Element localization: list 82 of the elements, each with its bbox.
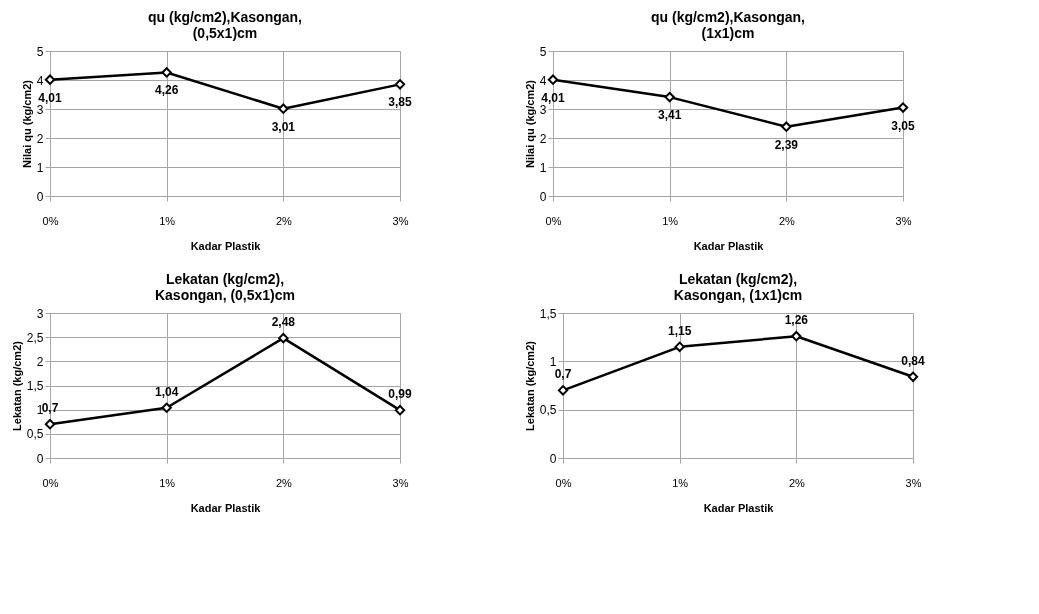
x-tick-label: 0% [42, 476, 59, 489]
x-tick-label: 3% [392, 476, 409, 489]
data-label: 1,15 [667, 323, 692, 338]
x-tick-label: 0% [42, 214, 59, 227]
data-label: 1,26 [784, 313, 809, 328]
x-axis-title: Kadar Plastik [190, 501, 262, 514]
x-tick-label: 2% [275, 214, 292, 227]
data-label: 4,01 [541, 90, 565, 105]
y-tick-label: 2,5 [26, 330, 44, 345]
point [161, 67, 172, 78]
data-label: 2,48 [271, 315, 296, 330]
data-label: 1,04 [154, 384, 179, 399]
data-label: 0,99 [388, 387, 412, 402]
x-tick-label: 2% [788, 476, 805, 489]
x-tick-label: 2% [275, 476, 292, 489]
y-tick-label: 1,5 [26, 379, 44, 393]
y-tick-label: 0 [549, 451, 557, 466]
chart-title: qu (kg/cm2),Kasongan, (0,5x1)cm [147, 9, 303, 41]
point [897, 102, 909, 113]
point [907, 371, 919, 382]
point [781, 121, 792, 132]
point [674, 341, 685, 353]
x-tick-label: 3% [895, 214, 912, 227]
data-label: 4,01 [38, 90, 62, 105]
y-tick-label: 3 [36, 306, 44, 321]
point [664, 91, 675, 103]
x-tick-label: 2% [778, 214, 795, 227]
data-label: 3,41 [657, 108, 682, 123]
chart-title: Lekatan (kg/cm2), Kasongan, (1x1)cm [673, 271, 803, 303]
chart-title: Lekatan (kg/cm2), Kasongan, (0,5x1)cm [154, 271, 296, 303]
data-label: 0,7 [41, 401, 59, 416]
y-tick-label: 1 [539, 160, 547, 175]
point [791, 331, 802, 342]
point [278, 332, 289, 344]
y-tick-label: 0 [36, 189, 44, 204]
point [394, 404, 406, 416]
x-tick-label: 1% [662, 214, 679, 227]
point [278, 103, 289, 114]
y-tick-label: 3 [36, 102, 44, 117]
y-axis-title: Lekatan (kg/cm2) [523, 340, 536, 431]
point [161, 402, 172, 413]
y-tick-label: 0 [36, 451, 44, 466]
y-tick-label: 5 [539, 44, 547, 59]
y-tick-label: 0 [539, 189, 547, 204]
y-tick-label: 1,5 [539, 306, 557, 321]
x-axis-title: Kadar Plastik [693, 239, 765, 252]
point [44, 418, 56, 430]
x-tick-label: 1% [159, 476, 176, 489]
y-tick-label: 2 [36, 131, 44, 146]
y-tick-label: 0,5 [539, 403, 557, 418]
x-tick-label: 0% [555, 476, 572, 489]
y-tick-label: 2 [36, 354, 44, 369]
y-tick-label: 1 [549, 354, 557, 369]
data-label: 3,01 [271, 119, 296, 134]
y-axis-title: Nilai qu (kg/cm2) [20, 79, 33, 169]
point [394, 79, 406, 90]
y-axis-title: Lekatan (kg/cm2) [10, 340, 23, 431]
x-axis-title: Kadar Plastik [190, 239, 262, 252]
point [547, 74, 559, 85]
y-tick-label: 0,5 [26, 427, 44, 442]
data-label: 0,84 [901, 353, 925, 368]
point [44, 74, 56, 85]
x-axis-title: Kadar Plastik [703, 501, 775, 514]
x-tick-label: 1% [159, 214, 176, 227]
data-label: 3,85 [388, 95, 412, 110]
x-tick-label: 0% [545, 214, 562, 227]
y-tick-label: 4 [539, 73, 547, 88]
data-label: 3,05 [891, 118, 915, 133]
x-tick-label: 1% [672, 476, 689, 489]
y-tick-label: 5 [36, 44, 44, 59]
y-tick-label: 4 [36, 73, 44, 88]
point [557, 385, 569, 396]
y-tick-label: 3 [539, 102, 547, 117]
x-tick-label: 3% [392, 214, 409, 227]
chart-title: qu (kg/cm2),Kasongan, (1x1)cm [650, 9, 806, 41]
y-axis-title: Nilai qu (kg/cm2) [523, 79, 536, 169]
data-label: 4,26 [154, 83, 179, 98]
data-label: 0,7 [554, 367, 572, 382]
y-tick-label: 2 [539, 131, 547, 146]
x-tick-label: 3% [905, 476, 922, 489]
y-tick-label: 1 [36, 160, 44, 175]
data-label: 2,39 [774, 137, 799, 152]
